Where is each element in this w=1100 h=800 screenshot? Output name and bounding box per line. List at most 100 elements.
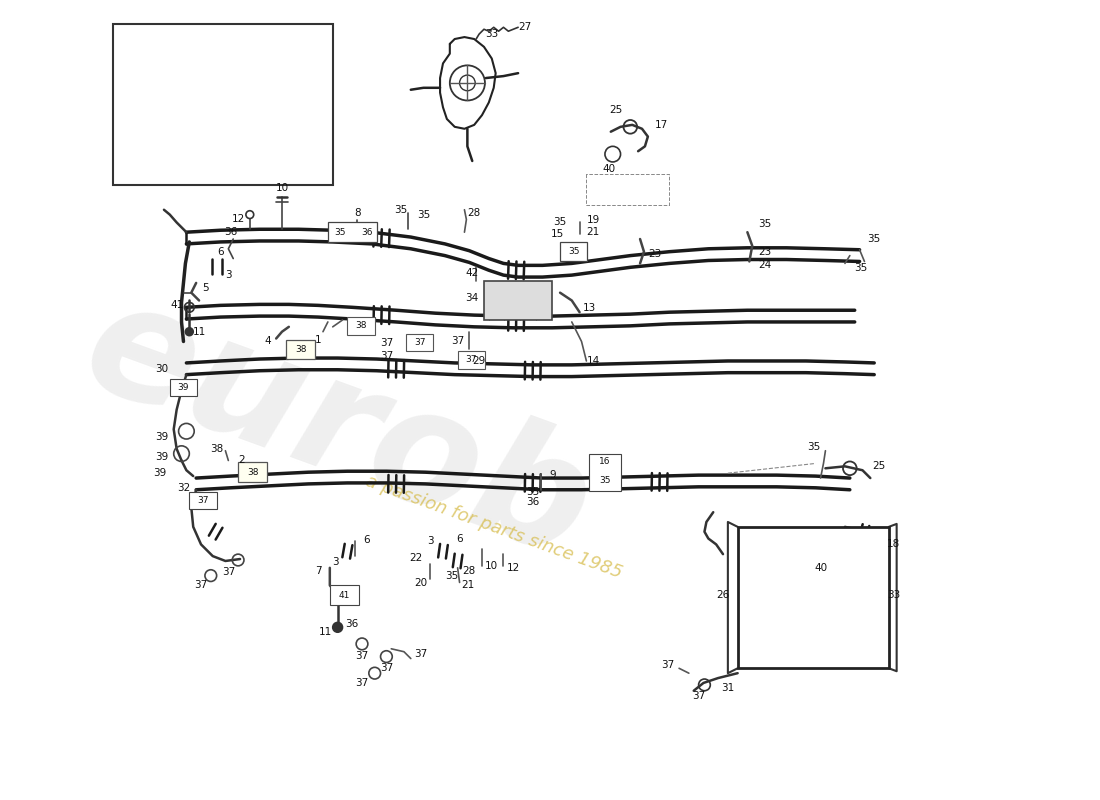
Text: 26: 26: [716, 590, 729, 600]
Bar: [791, 591, 802, 604]
Text: 37: 37: [414, 649, 427, 658]
Text: 35: 35: [417, 210, 430, 220]
Bar: [842, 632, 851, 644]
Text: 37: 37: [379, 663, 393, 674]
Text: 35: 35: [526, 486, 539, 497]
Text: 3: 3: [427, 537, 433, 546]
Text: 37: 37: [661, 660, 674, 670]
Text: 28: 28: [463, 566, 476, 576]
Text: 2: 2: [239, 455, 245, 466]
Bar: [825, 612, 835, 624]
Bar: [758, 551, 768, 563]
Bar: [791, 531, 802, 543]
Text: 3: 3: [332, 557, 339, 567]
Text: 14: 14: [586, 356, 600, 366]
Text: 10: 10: [485, 561, 498, 571]
Circle shape: [332, 622, 342, 632]
Bar: [791, 652, 802, 664]
Text: 37: 37: [451, 337, 464, 346]
Text: 35: 35: [553, 218, 566, 227]
Bar: [774, 632, 784, 644]
Text: 42: 42: [465, 268, 478, 278]
Text: 38: 38: [210, 444, 223, 454]
Bar: [859, 652, 869, 664]
Bar: [741, 571, 751, 583]
Bar: [484, 281, 552, 320]
Bar: [825, 632, 835, 644]
Text: 36: 36: [223, 227, 236, 237]
Bar: [791, 632, 802, 644]
Text: 16: 16: [600, 457, 610, 466]
Circle shape: [186, 328, 194, 336]
Bar: [842, 612, 851, 624]
Bar: [842, 652, 851, 664]
Text: 40: 40: [814, 563, 827, 573]
Bar: [774, 591, 784, 604]
Bar: [330, 586, 359, 605]
Text: 35: 35: [807, 442, 821, 452]
Bar: [876, 571, 886, 583]
Bar: [825, 652, 835, 664]
Bar: [774, 652, 784, 664]
Text: 24: 24: [758, 260, 771, 270]
Bar: [406, 334, 433, 351]
Text: 37: 37: [355, 650, 368, 661]
Text: 20: 20: [414, 578, 427, 589]
Bar: [560, 242, 587, 262]
Bar: [842, 551, 851, 563]
Text: 25: 25: [609, 106, 623, 115]
Text: 13: 13: [583, 303, 596, 314]
Bar: [590, 454, 620, 490]
Text: 35: 35: [446, 570, 459, 581]
Text: a passion for parts since 1985: a passion for parts since 1985: [363, 472, 625, 582]
Text: 39: 39: [155, 451, 168, 462]
Bar: [774, 571, 784, 583]
Bar: [876, 531, 886, 543]
Bar: [286, 339, 316, 359]
Text: 35: 35: [333, 228, 345, 237]
Text: 1: 1: [315, 334, 321, 345]
Text: 37: 37: [197, 496, 209, 505]
Text: 38: 38: [248, 468, 258, 477]
Bar: [758, 571, 768, 583]
Bar: [738, 527, 889, 668]
Text: 39: 39: [155, 432, 168, 442]
Text: 33: 33: [485, 29, 498, 39]
Text: 11: 11: [319, 627, 332, 638]
Bar: [328, 222, 376, 242]
Bar: [842, 571, 851, 583]
Text: 40: 40: [603, 164, 615, 174]
Bar: [876, 591, 886, 604]
Bar: [758, 591, 768, 604]
Bar: [859, 591, 869, 604]
Bar: [741, 612, 751, 624]
Bar: [791, 571, 802, 583]
Bar: [238, 462, 267, 482]
Text: 32: 32: [177, 483, 190, 493]
Bar: [741, 531, 751, 543]
Bar: [458, 351, 485, 369]
Text: 39: 39: [153, 468, 167, 478]
Text: 36: 36: [361, 228, 373, 237]
Text: 28: 28: [468, 208, 481, 218]
Bar: [758, 612, 768, 624]
Bar: [859, 531, 869, 543]
Bar: [859, 571, 869, 583]
Text: 35: 35: [854, 263, 867, 274]
Bar: [876, 551, 886, 563]
Bar: [774, 612, 784, 624]
Bar: [876, 632, 886, 644]
Text: 34: 34: [465, 293, 478, 302]
Text: 21: 21: [461, 580, 474, 590]
Text: 22: 22: [409, 553, 422, 563]
Text: 6: 6: [217, 246, 224, 257]
Bar: [348, 317, 375, 334]
Bar: [758, 531, 768, 543]
Text: 9: 9: [549, 470, 556, 480]
Text: 21: 21: [586, 227, 600, 237]
Text: 5: 5: [202, 283, 209, 293]
Text: 41: 41: [339, 590, 350, 600]
Text: 15: 15: [550, 229, 564, 239]
Text: 37: 37: [692, 690, 705, 701]
Bar: [113, 24, 332, 186]
